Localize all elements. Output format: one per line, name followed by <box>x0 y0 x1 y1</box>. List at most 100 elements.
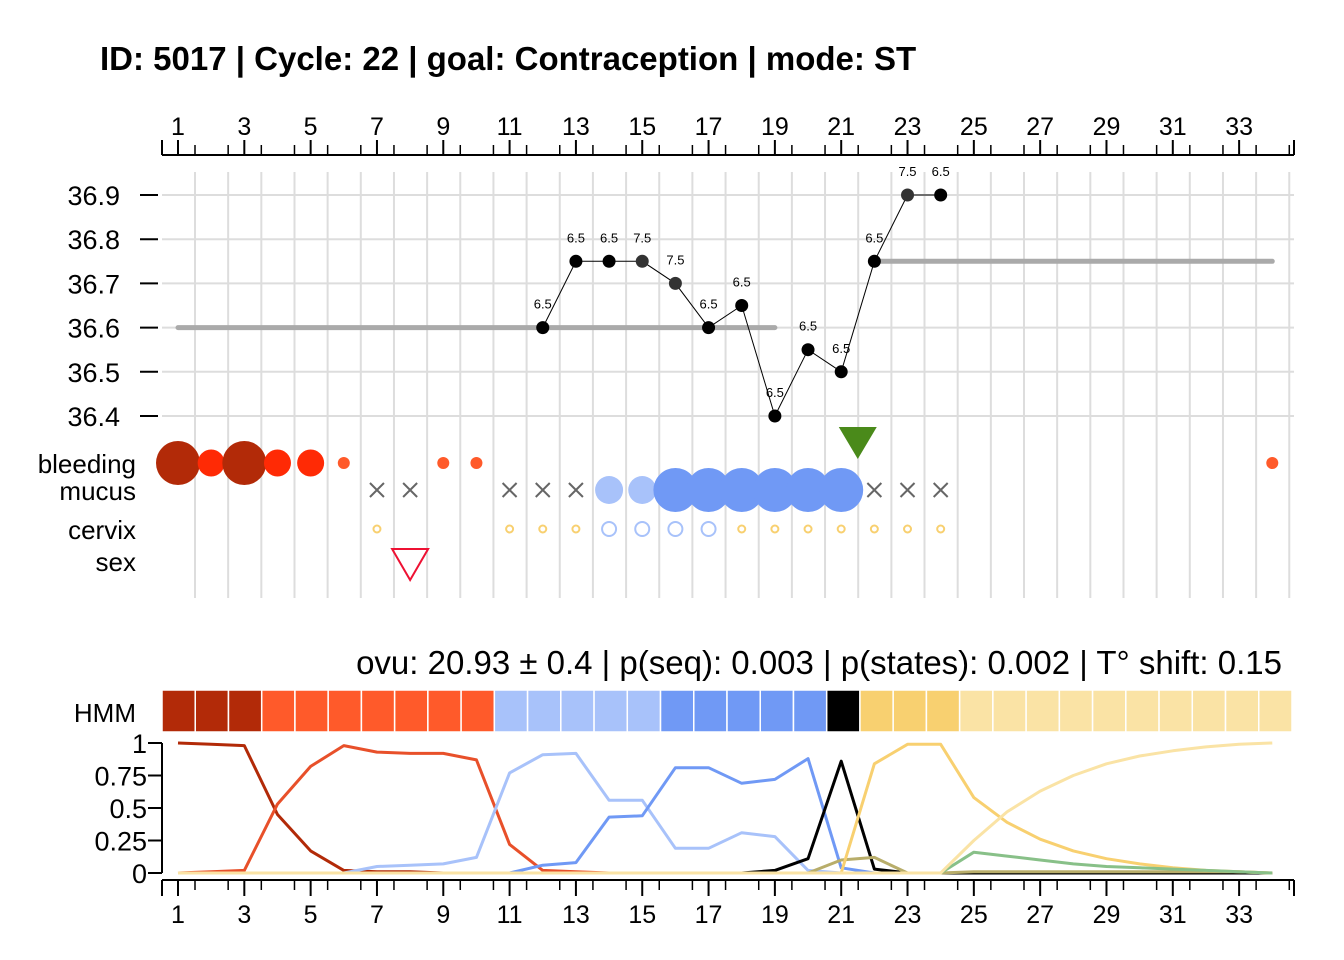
y-axis-tick-label: 36.9 <box>67 181 120 211</box>
prob-axis-tick-label: 0.5 <box>109 794 147 824</box>
hmm-state-cell <box>427 689 462 733</box>
hmm-state-cell <box>1025 689 1061 733</box>
temperature-point-label: 7.5 <box>898 164 916 179</box>
top-axis-tick-label: 29 <box>1093 113 1121 141</box>
bleeding-dot <box>437 457 450 469</box>
hmm-state-cell <box>327 689 363 733</box>
probability-line <box>178 741 1273 875</box>
grid-lines <box>162 172 1294 598</box>
mucus-dot <box>686 468 731 512</box>
hmm-state-cell <box>460 689 496 733</box>
top-axis-tick-label: 19 <box>761 113 789 141</box>
ovulation-marker <box>838 427 877 459</box>
cervix-open-circle <box>601 521 618 537</box>
bottom-axis-tick-label: 19 <box>761 901 789 929</box>
hmm-state-cell <box>759 689 795 733</box>
bottom-axis-tick-label: 3 <box>237 901 251 929</box>
cervix-open-circle <box>700 521 717 537</box>
temperature-point <box>668 276 682 290</box>
bleeding-dot <box>1266 457 1279 469</box>
hmm-state-cell <box>659 689 695 733</box>
hmm-state-cell <box>227 689 263 733</box>
hmm-state-cell <box>626 689 662 733</box>
cervix-low-circle <box>869 524 879 534</box>
top-axis-tick-label: 25 <box>960 113 988 141</box>
bottom-axis-tick-label: 5 <box>304 901 318 929</box>
hmm-state-cell <box>825 689 861 733</box>
cervix-low-circle <box>505 524 515 534</box>
bottom-axis-tick-label: 21 <box>827 901 855 929</box>
temperature-point <box>768 409 782 423</box>
top-axis-tick-label: 33 <box>1225 113 1253 141</box>
temperature-point-label: 6.5 <box>932 164 950 179</box>
temperature-point-label: 6.5 <box>799 319 817 334</box>
hmm-state-cell <box>593 689 629 733</box>
temperature-y-axis: 36.4 36.5 36.6 36.7 36.8 36.9 <box>67 181 158 432</box>
temperature-point-label: 6.5 <box>865 230 883 245</box>
hmm-state-cell <box>1191 689 1227 733</box>
hmm-state-cell <box>693 689 728 733</box>
row-label-bleeding: bleeding <box>38 449 136 479</box>
temperature-point-label: 6.5 <box>766 385 784 400</box>
top-axis-tick-label: 3 <box>237 113 251 141</box>
bleeding-dot <box>222 441 267 485</box>
prob-axis-tick-label: 1 <box>132 729 147 759</box>
hmm-state-cell <box>1158 689 1194 733</box>
y-axis-tick-label: 36.5 <box>67 358 120 388</box>
hmm-state-cell <box>1091 689 1127 733</box>
mucus-dot <box>719 468 764 512</box>
bleeding-dot <box>337 457 350 469</box>
temperature-point <box>569 254 583 268</box>
bottom-axis-tick-label: 11 <box>497 901 523 929</box>
hmm-state-strip <box>161 689 1293 733</box>
hmm-state-cell <box>925 689 961 733</box>
temperature-point <box>934 188 948 202</box>
top-x-axis: 1 3 5 7 9 11 13 15 17 19 21 23 25 27 29 31 33 <box>161 113 1295 156</box>
hmm-state-cell <box>260 689 296 733</box>
hmm-state-cell <box>892 689 928 733</box>
probability-line <box>178 759 1273 875</box>
mucus-none-cross <box>535 482 551 498</box>
probability-series <box>177 741 1273 875</box>
cervix-low-circle <box>571 524 581 534</box>
cervix-low-circle <box>737 524 747 534</box>
top-axis-tick-label: 21 <box>827 113 855 141</box>
hmm-state-cell <box>161 689 196 733</box>
bottom-axis-tick-label: 27 <box>1026 901 1054 929</box>
cervix-low-circle <box>770 524 780 534</box>
temperature-point-label: 6.5 <box>600 230 618 245</box>
top-axis-tick-label: 15 <box>628 113 656 141</box>
temperature-point-label: 7.5 <box>633 230 651 245</box>
cervix-low-circle <box>538 524 548 534</box>
hmm-state-cell <box>859 689 894 733</box>
hmm-state-cell <box>194 689 230 733</box>
bottom-axis-tick-label: 25 <box>960 901 988 929</box>
mucus-none-cross <box>866 482 883 498</box>
hmm-state-cell <box>958 689 994 733</box>
probability-y-axis: 00.250.50.751 <box>94 729 163 889</box>
temperature-point-label: 6.5 <box>832 341 850 356</box>
top-axis-tick-label: 31 <box>1159 113 1187 141</box>
temperature-point <box>901 188 915 202</box>
observation-rows <box>156 427 1279 582</box>
prob-axis-tick-label: 0.25 <box>94 827 147 857</box>
cervix-open-circle <box>634 521 651 537</box>
row-label-mucus: mucus <box>59 476 136 506</box>
top-axis-tick-label: 27 <box>1026 113 1054 141</box>
mucus-dot <box>628 476 657 504</box>
mucus-dot <box>595 476 624 504</box>
temperature-series: 6.5 6.5 6.5 7.5 7.5 6.5 6.5 6.5 6.5 6.5 6.5 7.5 6.5 <box>534 164 950 423</box>
hmm-state-cell <box>726 689 761 733</box>
temperature-point-label: 7.5 <box>666 252 684 267</box>
mucus-dot <box>653 468 698 512</box>
stats-line: ovu: 20.93 ± 0.4 | p(seq): 0.003 | p(sta… <box>356 644 1282 681</box>
row-label-cervix: cervix <box>68 515 136 545</box>
mucus-dot <box>819 468 864 512</box>
top-axis-tick-label: 13 <box>562 113 590 141</box>
hmm-state-cell <box>393 689 429 733</box>
temperature-point <box>801 343 815 357</box>
bleeding-dot <box>156 441 200 485</box>
top-axis-tick-label: 23 <box>894 113 922 141</box>
mucus-dot <box>786 468 831 512</box>
top-axis-tick-label: 1 <box>171 113 185 141</box>
